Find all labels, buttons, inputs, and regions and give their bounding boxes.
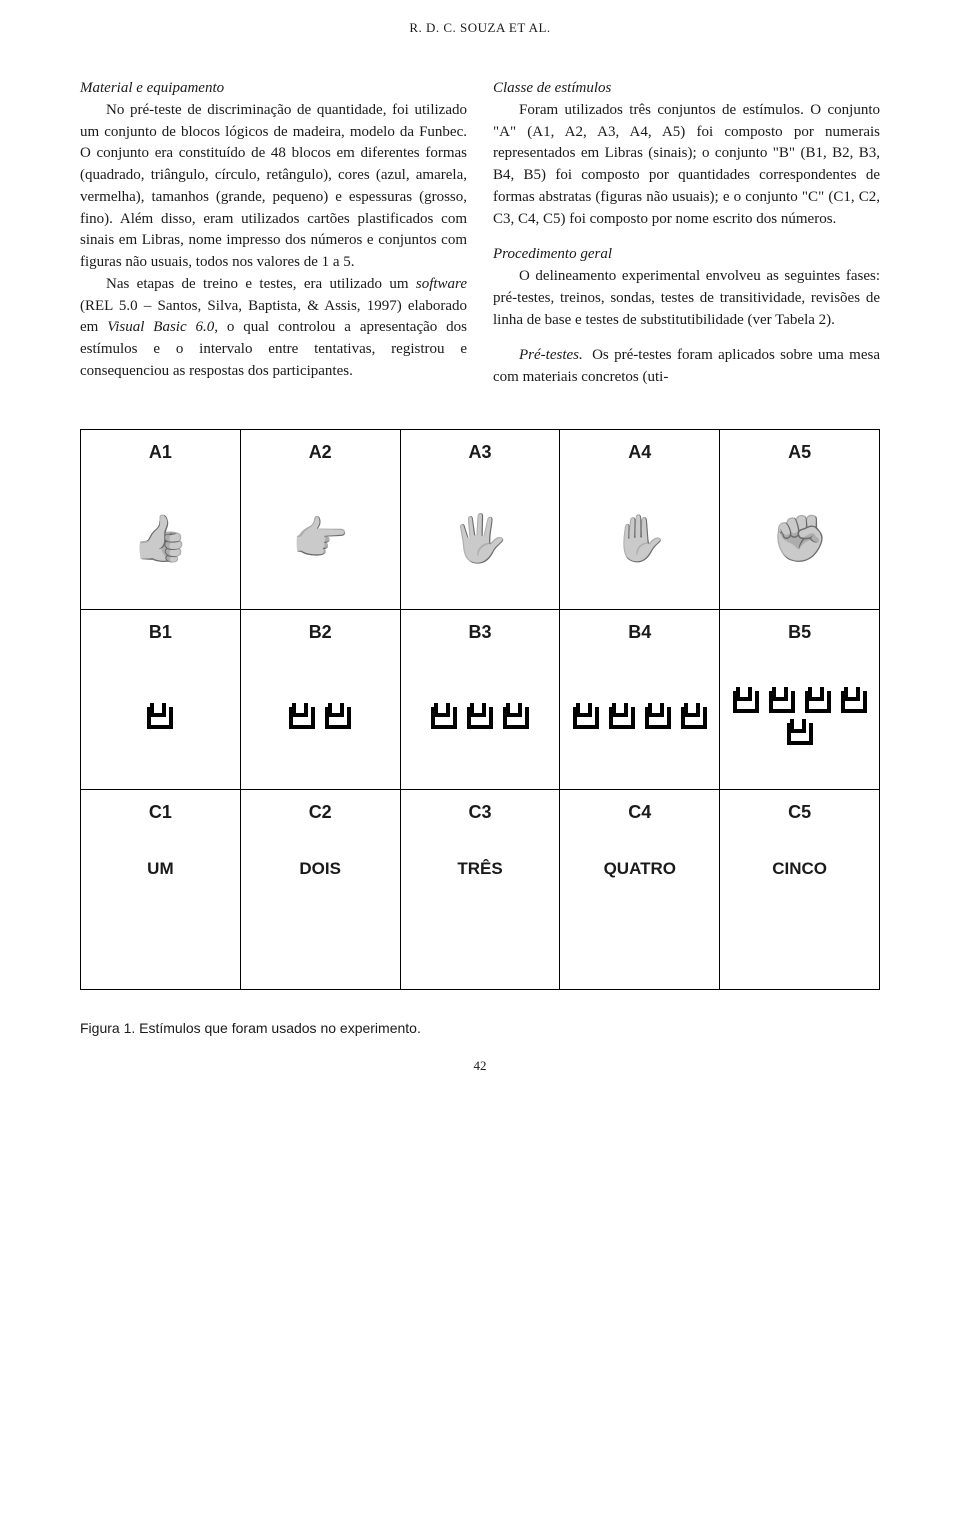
cell-c3: C3 TRÊS	[400, 789, 560, 989]
label: A2	[247, 442, 394, 463]
section-title-material: Material e equipamento	[80, 78, 467, 100]
right-column: Classe de estímulos Foram utilizados trê…	[493, 78, 880, 389]
cell-a4: A4 ✋	[560, 429, 720, 609]
cell-b3: B3	[400, 609, 560, 789]
label: C2	[247, 802, 394, 823]
cell-c5: C5 CINCO	[720, 789, 880, 989]
shapes-1	[147, 707, 173, 729]
shapes-4	[573, 707, 707, 729]
word-tres: TRÊS	[407, 859, 554, 879]
shapes-3	[431, 707, 529, 729]
label: A1	[87, 442, 234, 463]
cell-c2: C2 DOIS	[240, 789, 400, 989]
figure-caption: Figura 1. Estímulos que foram usados no …	[80, 1020, 880, 1036]
label: A5	[726, 442, 873, 463]
label: A3	[407, 442, 554, 463]
row-a: A1 👍 A2 👉 A3 🖐 A4 ✋ A5 ✊	[81, 429, 880, 609]
italic-software: software	[416, 276, 467, 292]
hand-sign-4: ✋	[611, 515, 668, 561]
row-c: C1 UM C2 DOIS C3 TRÊS C4 QUATRO C5 CINCO	[81, 789, 880, 989]
label: A4	[566, 442, 713, 463]
running-head: R. D. C. SOUZA ET AL.	[80, 20, 880, 36]
run-in-pretestes: Pré-testes.	[519, 347, 583, 363]
cell-a1: A1 👍	[81, 429, 241, 609]
page-number: 42	[80, 1058, 880, 1074]
text: Nas etapas de treino e testes, era utili…	[106, 276, 416, 292]
word-quatro: QUATRO	[566, 859, 713, 879]
row-b: B1 B2 B3 B4 B5	[81, 609, 880, 789]
cell-c4: C4 QUATRO	[560, 789, 720, 989]
hand-sign-1: 👍	[132, 515, 189, 561]
label: B5	[726, 622, 873, 643]
shapes-5	[726, 691, 873, 745]
left-para-2: Nas etapas de treino e testes, era utili…	[80, 274, 467, 383]
cell-b5: B5	[720, 609, 880, 789]
italic-vb: Visual Basic 6.0	[107, 319, 214, 335]
right-para-2: O delineamento experimental envolveu as …	[493, 266, 880, 331]
label: B4	[566, 622, 713, 643]
left-para-1: No pré-teste de discriminação de quantid…	[80, 100, 467, 274]
stimuli-figure: A1 👍 A2 👉 A3 🖐 A4 ✋ A5 ✊ B1 B2 B3 B4 B5 C1 UM …	[80, 429, 880, 990]
hand-sign-3: 🖐	[451, 515, 508, 561]
cell-a5: A5 ✊	[720, 429, 880, 609]
word-cinco: CINCO	[726, 859, 873, 879]
label: C1	[87, 802, 234, 823]
label: B2	[247, 622, 394, 643]
word-dois: DOIS	[247, 859, 394, 879]
label: C3	[407, 802, 554, 823]
section-title-classe: Classe de estímulos	[493, 78, 880, 100]
cell-b4: B4	[560, 609, 720, 789]
right-para-3: Pré-testes. Os pré-testes foram aplicado…	[493, 345, 880, 389]
cell-b2: B2	[240, 609, 400, 789]
left-column: Material e equipamento No pré-teste de d…	[80, 78, 467, 389]
label: C5	[726, 802, 873, 823]
right-para-1: Foram utilizados três conjuntos de estím…	[493, 100, 880, 231]
text-columns: Material e equipamento No pré-teste de d…	[80, 78, 880, 389]
cell-c1: C1 UM	[81, 789, 241, 989]
word-um: UM	[87, 859, 234, 879]
section-title-procedimento: Procedimento geral	[493, 244, 880, 266]
cell-b1: B1	[81, 609, 241, 789]
shapes-2	[289, 707, 351, 729]
label: B3	[407, 622, 554, 643]
cell-a2: A2 👉	[240, 429, 400, 609]
label: C4	[566, 802, 713, 823]
hand-sign-5: ✊	[771, 515, 828, 561]
label: B1	[87, 622, 234, 643]
hand-sign-2: 👉	[292, 515, 349, 561]
cell-a3: A3 🖐	[400, 429, 560, 609]
